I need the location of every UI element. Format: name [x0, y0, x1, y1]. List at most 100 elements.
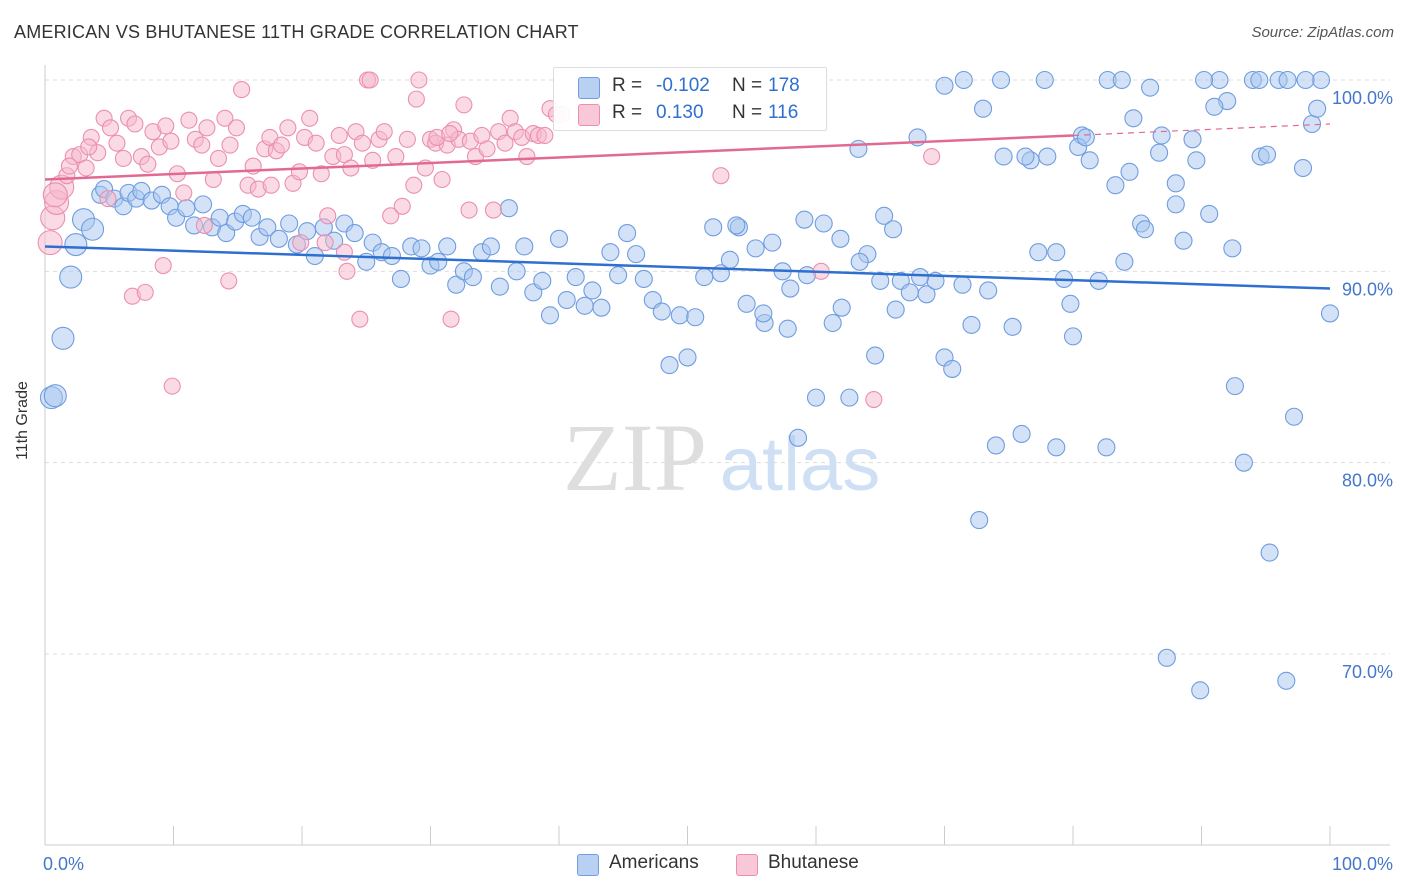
point-american	[438, 237, 457, 256]
point-bhutanese	[923, 147, 941, 166]
point-bhutanese	[375, 123, 393, 141]
point-american	[1047, 438, 1066, 457]
point-american	[986, 436, 1005, 455]
point-american	[391, 269, 410, 289]
point-american	[1187, 151, 1206, 170]
americans-swatch	[578, 77, 600, 99]
point-american	[935, 76, 954, 95]
point-american	[1047, 243, 1066, 262]
point-american	[1195, 70, 1214, 90]
point-american	[1080, 151, 1099, 170]
point-american	[1035, 70, 1054, 90]
point-american	[1225, 377, 1244, 396]
point-american	[886, 300, 905, 319]
point-american	[1284, 407, 1304, 426]
point-bhutanese	[292, 234, 310, 252]
point-american	[194, 195, 213, 214]
point-bhutanese	[227, 119, 246, 137]
point-american	[1038, 147, 1057, 166]
point-bhutanese	[342, 159, 360, 177]
point-american	[970, 511, 989, 530]
point-american	[592, 298, 611, 317]
point-american	[686, 308, 705, 327]
point-american	[412, 239, 431, 258]
point-bhutanese	[410, 71, 428, 89]
point-bhutanese	[319, 207, 337, 225]
point-american	[499, 199, 518, 218]
point-bhutanese	[393, 197, 411, 215]
point-bhutanese	[301, 109, 319, 127]
point-american	[737, 294, 756, 313]
point-american	[1311, 70, 1331, 90]
point-american	[1183, 130, 1202, 149]
r-label: R =	[612, 102, 643, 123]
point-american	[80, 217, 105, 241]
point-bhutanese	[536, 126, 554, 145]
point-bhutanese	[330, 126, 348, 145]
point-bhutanese	[80, 138, 98, 156]
point-american	[704, 218, 723, 237]
point-american	[1166, 195, 1185, 214]
point-american	[973, 99, 993, 118]
point-american	[51, 326, 75, 350]
y-tick-label: 80.0%	[1342, 471, 1393, 491]
point-american	[670, 306, 689, 325]
point-american	[1106, 176, 1125, 195]
point-american	[1012, 424, 1031, 444]
point-american	[1120, 162, 1139, 181]
point-american	[429, 252, 448, 271]
point-american	[1076, 128, 1095, 147]
point-american	[280, 214, 299, 233]
point-american	[994, 147, 1013, 166]
point-american	[695, 268, 714, 287]
point-american	[954, 70, 973, 90]
point-bhutanese	[37, 230, 63, 256]
trend-line-bhutanese-extension	[1072, 123, 1331, 137]
point-bhutanese	[405, 176, 423, 194]
point-american	[900, 283, 919, 302]
point-american	[678, 348, 697, 367]
point-american	[823, 313, 842, 333]
bhutanese-swatch	[736, 854, 758, 876]
point-bhutanese	[175, 184, 193, 202]
point-bhutanese	[351, 310, 369, 328]
point-bhutanese	[163, 377, 181, 395]
point-bhutanese	[478, 140, 496, 158]
point-bhutanese	[316, 234, 334, 252]
point-american	[64, 232, 88, 257]
point-bhutanese	[398, 130, 416, 148]
point-bhutanese	[712, 167, 730, 185]
point-american	[850, 252, 869, 271]
point-american	[1278, 70, 1297, 90]
point-american	[1150, 143, 1169, 162]
point-american	[566, 268, 585, 287]
legend-label-bhutanese: Bhutanese	[768, 852, 859, 873]
point-american	[979, 281, 998, 300]
point-bhutanese	[361, 71, 379, 89]
point-american	[795, 210, 814, 229]
watermark: ZIP atlas	[563, 404, 880, 511]
point-bhutanese	[307, 134, 325, 152]
point-american	[490, 277, 509, 296]
point-american	[549, 229, 569, 248]
point-american	[1166, 174, 1185, 193]
point-american	[953, 275, 972, 294]
point-american	[1063, 327, 1083, 346]
point-bhutanese	[496, 134, 514, 152]
point-american	[1296, 70, 1315, 90]
point-american	[269, 229, 288, 248]
point-american	[463, 268, 482, 287]
point-american	[1260, 543, 1279, 562]
point-american	[627, 245, 646, 264]
point-american	[778, 319, 797, 338]
point-american	[1174, 231, 1193, 250]
point-bhutanese	[195, 216, 213, 234]
point-american	[1250, 70, 1269, 90]
point-american	[884, 220, 903, 239]
point-bhutanese	[387, 147, 405, 166]
point-american	[242, 208, 261, 227]
series-americans	[39, 70, 1340, 700]
point-american	[746, 239, 765, 258]
point-american	[1191, 681, 1210, 700]
